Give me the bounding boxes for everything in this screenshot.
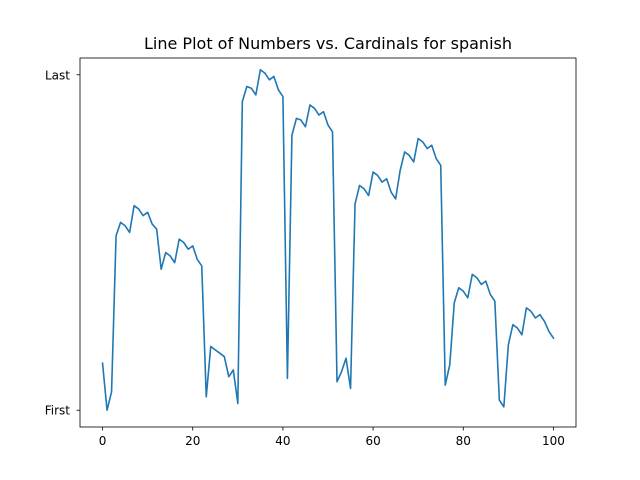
x-tick-label: 20 xyxy=(185,434,200,448)
x-tick-label: 0 xyxy=(99,434,107,448)
x-tick-label: 40 xyxy=(275,434,290,448)
x-tick-label: 60 xyxy=(365,434,380,448)
plot-area xyxy=(101,68,555,412)
y-tick-label: First xyxy=(45,404,71,418)
axes-frame xyxy=(79,57,577,428)
chart-title: Line Plot of Numbers vs. Cardinals for s… xyxy=(144,34,512,53)
x-tick-label: 80 xyxy=(456,434,471,448)
x-tick-label: 100 xyxy=(542,434,565,448)
axes: 0 20 40 60 80 100 First Last xyxy=(45,57,577,448)
y-tick-label: Last xyxy=(45,68,70,82)
